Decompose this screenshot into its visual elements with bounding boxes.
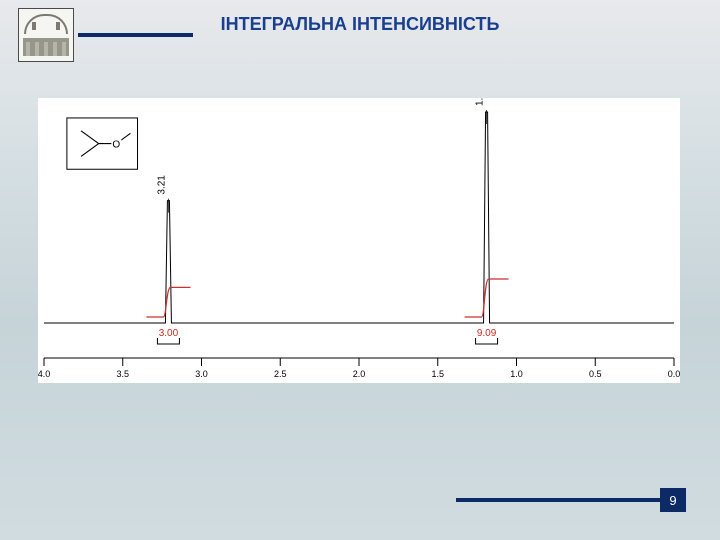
svg-text:1.19: 1.19 [475,98,486,106]
page-number: 9 [660,488,686,512]
nmr-svg: 4.0 3.5 3.0 2.5 2.0 1.5 1.0 0.5 0.0 3.21 1.19 3.00 9… [38,98,680,383]
svg-text:3.0: 3.0 [195,369,208,379]
svg-text:3.5: 3.5 [116,369,129,379]
slide-title: ІНТЕГРАЛЬНА ІНТЕНСИВНІСТЬ [0,14,720,35]
slide: ІНТЕГРАЛЬНА ІНТЕНСИВНІСТЬ 4.0 3.5 3.0 2.5 2.… [0,0,720,540]
svg-text:0.0: 0.0 [668,369,680,379]
svg-text:4.0: 4.0 [38,369,50,379]
svg-text:9.09: 9.09 [477,328,497,339]
nmr-chart: 4.0 3.5 3.0 2.5 2.0 1.5 1.0 0.5 0.0 3.21 1.19 3.00 9… [38,98,680,383]
logo-base [23,38,69,56]
svg-text:2.0: 2.0 [353,369,366,379]
svg-text:0.5: 0.5 [589,369,602,379]
svg-text:O: O [112,140,120,151]
svg-text:3.21: 3.21 [156,175,167,195]
bottom-rule [456,498,686,502]
svg-text:2.5: 2.5 [274,369,287,379]
svg-text:3.00: 3.00 [159,328,179,339]
svg-text:1.5: 1.5 [431,369,444,379]
svg-text:1.0: 1.0 [510,369,523,379]
